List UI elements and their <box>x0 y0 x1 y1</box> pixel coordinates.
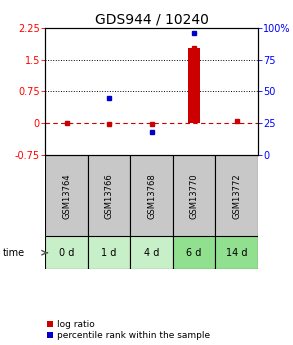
Legend: log ratio, percentile rank within the sample: log ratio, percentile rank within the sa… <box>47 320 210 341</box>
Bar <box>215 236 258 269</box>
Text: 6 d: 6 d <box>186 248 202 258</box>
Bar <box>173 236 215 269</box>
Bar <box>45 236 88 269</box>
Text: GSM13770: GSM13770 <box>190 173 199 219</box>
Text: GSM13766: GSM13766 <box>105 173 114 219</box>
Text: 1 d: 1 d <box>101 248 117 258</box>
Title: GDS944 / 10240: GDS944 / 10240 <box>95 12 209 27</box>
Bar <box>188 48 200 123</box>
Bar <box>173 155 215 236</box>
Bar <box>130 155 173 236</box>
Bar <box>88 236 130 269</box>
Text: 0 d: 0 d <box>59 248 74 258</box>
Text: GSM13772: GSM13772 <box>232 173 241 219</box>
Text: 14 d: 14 d <box>226 248 247 258</box>
Bar <box>130 236 173 269</box>
Text: GSM13768: GSM13768 <box>147 173 156 219</box>
Bar <box>215 155 258 236</box>
Text: GSM13764: GSM13764 <box>62 173 71 219</box>
Bar <box>88 155 130 236</box>
Bar <box>45 155 88 236</box>
Text: 4 d: 4 d <box>144 248 159 258</box>
Text: time: time <box>3 248 25 258</box>
